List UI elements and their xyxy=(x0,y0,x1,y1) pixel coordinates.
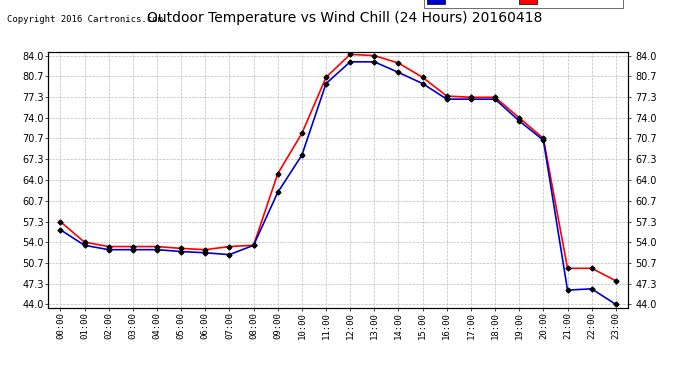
Text: Outdoor Temperature vs Wind Chill (24 Hours) 20160418: Outdoor Temperature vs Wind Chill (24 Ho… xyxy=(147,11,543,25)
Legend: Wind Chill  (°F), Temperature  (°F): Wind Chill (°F), Temperature (°F) xyxy=(424,0,623,8)
Text: Copyright 2016 Cartronics.com: Copyright 2016 Cartronics.com xyxy=(7,15,163,24)
